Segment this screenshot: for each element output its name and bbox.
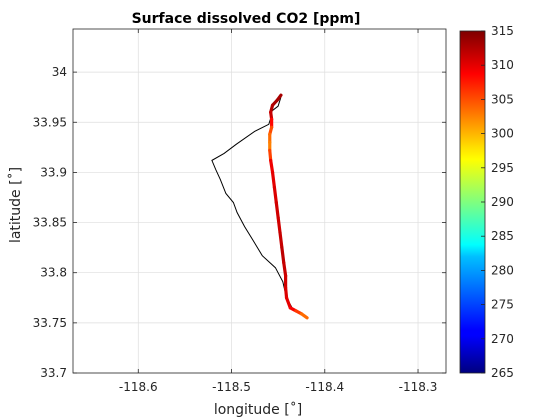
y-tick-label: 33.95 (33, 115, 67, 129)
colorbar-tick-label: 300 (491, 127, 514, 141)
track-layer (211, 93, 309, 320)
colorbar-tick-label: 275 (491, 298, 514, 312)
x-axis-label: longitude [˚] (214, 401, 302, 418)
x-tick-label: -118.4 (305, 380, 344, 394)
chart-title: Surface dissolved CO2 [ppm] (132, 11, 361, 27)
track-segment-co2 (276, 215, 282, 235)
colorbar-tick-label: 285 (491, 229, 514, 243)
colorbar-tick-label: 305 (491, 92, 514, 106)
colorbar-tick-label: 265 (491, 366, 514, 380)
y-tick-label: 33.7 (40, 366, 67, 380)
y-axis-ticks: 33.7 33.75 33.8 33.85 33.9 33.95 34 (33, 65, 446, 380)
colorbar-tick-label: 290 (491, 195, 514, 209)
track-segment-co2 (284, 286, 289, 300)
track-segment-co2 (274, 200, 280, 220)
colorbar-tick-label: 310 (491, 58, 514, 72)
colorbar-tick-label: 280 (491, 263, 514, 277)
colorbar-ticks: 265 270 275 280 285 290 295 300 305 310 315 (481, 24, 514, 380)
track-segment-co2 (282, 261, 288, 278)
y-tick-label: 33.85 (33, 216, 67, 230)
x-tick-label: -118.5 (212, 380, 251, 394)
track-segment-co2 (299, 312, 309, 320)
colorbar-tick-label: 295 (491, 161, 514, 175)
y-axis-label: latitude [˚] (7, 167, 24, 243)
x-tick-label: -118.6 (119, 380, 158, 394)
y-tick-label: 33.8 (40, 266, 67, 280)
track-segment-co2 (280, 246, 286, 265)
plot-area (73, 29, 446, 373)
track-segment-co2 (268, 148, 273, 162)
x-axis-ticks: -118.6 -118.5 -118.4 -118.3 (119, 29, 437, 394)
y-tick-label: 34 (52, 65, 67, 79)
track-segment-co2 (270, 170, 277, 190)
track-line-black (211, 97, 298, 313)
colorbar-tick-label: 270 (491, 332, 514, 346)
colorbar (459, 30, 486, 374)
colorbar-tick-label: 315 (491, 24, 514, 38)
track-segment-co2 (284, 296, 292, 310)
y-tick-label: 33.9 (40, 165, 67, 179)
track-segment-co2 (272, 185, 278, 205)
y-tick-label: 33.75 (33, 316, 67, 330)
track-segment-co2 (269, 158, 275, 175)
track-segment-co2 (278, 230, 284, 250)
x-tick-label: -118.3 (399, 380, 438, 394)
plot-frame (72, 28, 447, 374)
